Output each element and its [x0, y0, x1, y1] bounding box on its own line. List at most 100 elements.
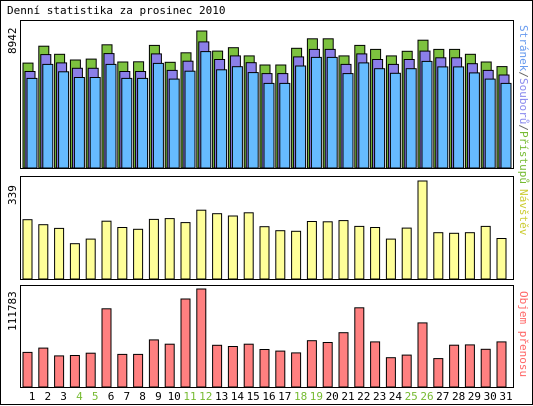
day-label-29: 29: [467, 390, 482, 403]
day-label-18: 18: [293, 390, 308, 403]
bar-visits-15: [243, 212, 254, 280]
bar-Stránek-28: [453, 66, 465, 169]
bar-Stránek-13: [216, 69, 228, 169]
bar-visits-31: [496, 238, 507, 280]
x-axis-labels: 1 2 3 4 5 6 7 8 9 10 11 12 13 14 15 16 17 18 19 20 21 22 23 24 2…: [1, 390, 533, 404]
bar-Stránek-27: [437, 66, 449, 169]
bar-Stránek-1: [26, 77, 38, 169]
bar-transfer-4: [69, 355, 80, 388]
bar-Stránek-31: [500, 82, 512, 169]
bar-transfer-8: [133, 353, 144, 388]
day-label-23: 23: [372, 390, 387, 403]
day-label-3: 3: [60, 390, 67, 403]
bar-Stránek-7: [121, 77, 133, 169]
bar-transfer-28: [449, 344, 460, 388]
bar-visits-5: [85, 238, 96, 280]
bar-visits-16: [259, 226, 270, 280]
bar-Stránek-9: [152, 62, 164, 169]
bar-Stránek-6: [105, 63, 117, 169]
bar-visits-8: [133, 228, 144, 280]
bar-transfer-9: [148, 339, 159, 388]
day-label-9: 9: [155, 390, 162, 403]
bar-visits-29: [464, 232, 475, 280]
bar-Stránek-17: [279, 82, 291, 169]
bar-transfer-26: [417, 322, 428, 388]
bar-visits-27: [433, 232, 444, 280]
bar-transfer-1: [22, 351, 33, 388]
bar-transfer-5: [85, 352, 96, 388]
day-label-6: 6: [107, 390, 115, 403]
bar-visits-6: [101, 220, 112, 280]
day-label-2: 2: [44, 390, 52, 403]
bar-visits-20: [322, 221, 333, 280]
bar-transfer-15: [243, 343, 254, 388]
bar-visits-26: [417, 180, 428, 280]
bar-visits-21: [338, 220, 349, 280]
bar-visits-22: [354, 225, 365, 280]
bar-transfer-12: [196, 288, 207, 388]
day-label-4: 4: [76, 390, 83, 403]
bar-transfer-29: [464, 344, 475, 388]
bar-transfer-22: [354, 307, 365, 388]
day-label-7: 7: [123, 390, 131, 403]
day-label-5: 5: [91, 390, 99, 403]
chart-title: Denní statistika za prosinec 2010: [7, 4, 226, 17]
bar-visits-23: [370, 227, 381, 280]
bar-Stránek-12: [200, 51, 212, 169]
bar-Stránek-29: [468, 72, 480, 169]
bar-transfer-13: [212, 344, 223, 388]
bar-transfer-30: [480, 348, 491, 388]
bar-Stránek-18: [295, 65, 307, 169]
bar-Stránek-30: [484, 78, 496, 169]
day-label-10: 10: [167, 390, 181, 403]
day-label-15: 15: [246, 390, 260, 403]
day-label-12: 12: [199, 390, 213, 403]
bar-visits-24: [385, 238, 396, 280]
bar-Stránek-19: [310, 56, 322, 169]
day-label-27: 27: [436, 390, 450, 403]
bar-visits-18: [291, 230, 302, 280]
bar-visits-10: [164, 218, 175, 280]
bar-transfer-7: [117, 353, 128, 388]
bar-Stránek-26: [421, 60, 433, 169]
bar-transfer-21: [338, 332, 349, 388]
bar-transfer-14: [227, 346, 238, 388]
bar-visits-19: [306, 221, 317, 280]
bar-transfer-16: [259, 349, 270, 388]
bar-visits-4: [69, 243, 80, 280]
bar-Stránek-24: [389, 72, 401, 169]
bar-Stránek-16: [263, 82, 275, 169]
bar-visits-13: [212, 213, 223, 280]
bar-transfer-17: [275, 350, 286, 388]
bar-Stránek-8: [137, 77, 149, 169]
bar-visits-17: [275, 230, 286, 280]
bar-Stránek-20: [326, 56, 338, 169]
bar-transfer-20: [322, 342, 333, 388]
bar-Stránek-22: [358, 62, 370, 169]
bar-visits-12: [196, 209, 207, 280]
bar-visits-1: [22, 219, 33, 280]
day-label-25: 25: [404, 390, 418, 403]
bar-transfer-10: [164, 343, 175, 388]
bar-visits-7: [117, 227, 128, 280]
bar-Stránek-4: [73, 77, 85, 169]
bar-visits-2: [38, 224, 49, 280]
bar-Stránek-11: [184, 70, 196, 169]
bar-transfer-27: [433, 358, 444, 388]
bar-Stránek-15: [247, 72, 259, 169]
bar-transfer-2: [38, 347, 49, 388]
day-label-1: 1: [28, 390, 36, 403]
day-label-22: 22: [357, 390, 371, 403]
day-label-28: 28: [451, 390, 466, 403]
bar-transfer-31: [496, 341, 507, 388]
day-label-20: 20: [325, 390, 339, 403]
bar-visits-11: [180, 222, 191, 280]
day-label-31: 31: [499, 390, 513, 403]
bar-Stránek-21: [342, 73, 354, 169]
bar-transfer-24: [385, 357, 396, 388]
bar-transfer-25: [401, 354, 412, 388]
day-label-26: 26: [420, 390, 434, 403]
bar-Stránek-3: [58, 71, 70, 169]
